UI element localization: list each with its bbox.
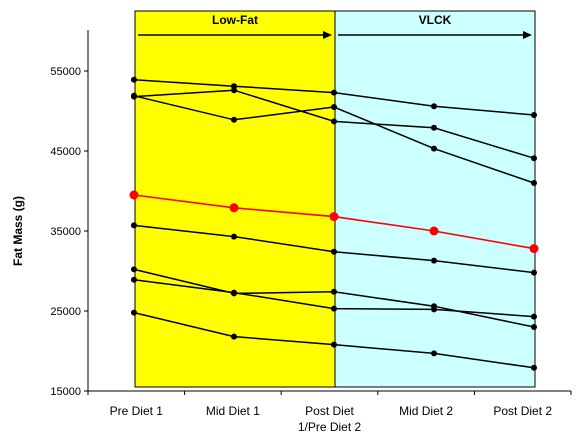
y-tick-label: 35000 bbox=[50, 226, 81, 238]
data-point bbox=[129, 190, 139, 200]
data-point bbox=[331, 248, 337, 255]
x-tick-label: 1/Pre Diet 2 bbox=[298, 420, 362, 434]
x-tick-label: Mid Diet 2 bbox=[399, 404, 453, 418]
x-tick-label: Post Diet 2 bbox=[493, 404, 552, 418]
data-point bbox=[231, 233, 237, 240]
data-point bbox=[231, 333, 237, 340]
data-point bbox=[529, 244, 539, 254]
data-point bbox=[331, 89, 337, 96]
band-arrowhead-1 bbox=[523, 31, 532, 39]
data-point bbox=[331, 305, 337, 312]
data-point bbox=[531, 180, 537, 186]
band-arrowhead-0 bbox=[323, 31, 332, 39]
data-point bbox=[131, 76, 137, 83]
y-tick-label: 25000 bbox=[50, 306, 81, 318]
y-tick-label: 45000 bbox=[50, 146, 81, 158]
data-point bbox=[231, 116, 237, 123]
data-point bbox=[331, 288, 337, 295]
data-point bbox=[431, 145, 437, 152]
data-point bbox=[431, 124, 437, 131]
data-point bbox=[531, 324, 537, 330]
data-point bbox=[131, 92, 137, 99]
x-tick-label: Pre Diet 1 bbox=[110, 404, 164, 418]
x-tick-label: Post Diet bbox=[305, 404, 354, 418]
data-point bbox=[331, 118, 337, 125]
data-point bbox=[531, 155, 537, 162]
data-point bbox=[531, 313, 537, 320]
band-label-0: Low-Fat bbox=[212, 13, 258, 27]
data-point bbox=[531, 364, 537, 371]
band-1 bbox=[334, 10, 536, 388]
data-point bbox=[131, 309, 137, 316]
data-point bbox=[231, 289, 237, 296]
data-point bbox=[131, 266, 137, 273]
y-tick-label: 15000 bbox=[50, 386, 81, 398]
x-tick-label: Mid Diet 1 bbox=[206, 404, 260, 418]
data-point bbox=[431, 350, 437, 357]
data-point bbox=[229, 203, 239, 213]
data-point bbox=[429, 226, 439, 236]
axes: 15000 25000 35000 45000 55000 bbox=[50, 30, 572, 398]
data-point bbox=[431, 103, 437, 110]
data-point bbox=[329, 212, 339, 222]
data-point bbox=[531, 112, 537, 118]
data-point bbox=[231, 87, 237, 94]
data-point bbox=[331, 341, 337, 348]
y-tick-label: 55000 bbox=[50, 66, 81, 78]
axis-labels: Pre Diet 1 Mid Diet 1 Post Diet 1/Pre Diet … bbox=[110, 404, 553, 434]
data-point bbox=[131, 222, 137, 229]
y-axis-title: Fat Mass (g) bbox=[11, 196, 25, 266]
band-label-1: VLCK bbox=[419, 13, 452, 27]
diet-phase-bands: Low-Fat VLCK bbox=[134, 10, 536, 388]
data-point bbox=[131, 276, 137, 283]
data-point bbox=[331, 104, 337, 110]
data-point bbox=[531, 269, 537, 276]
data-series bbox=[129, 76, 539, 371]
data-point bbox=[431, 306, 437, 313]
data-point bbox=[431, 257, 437, 264]
